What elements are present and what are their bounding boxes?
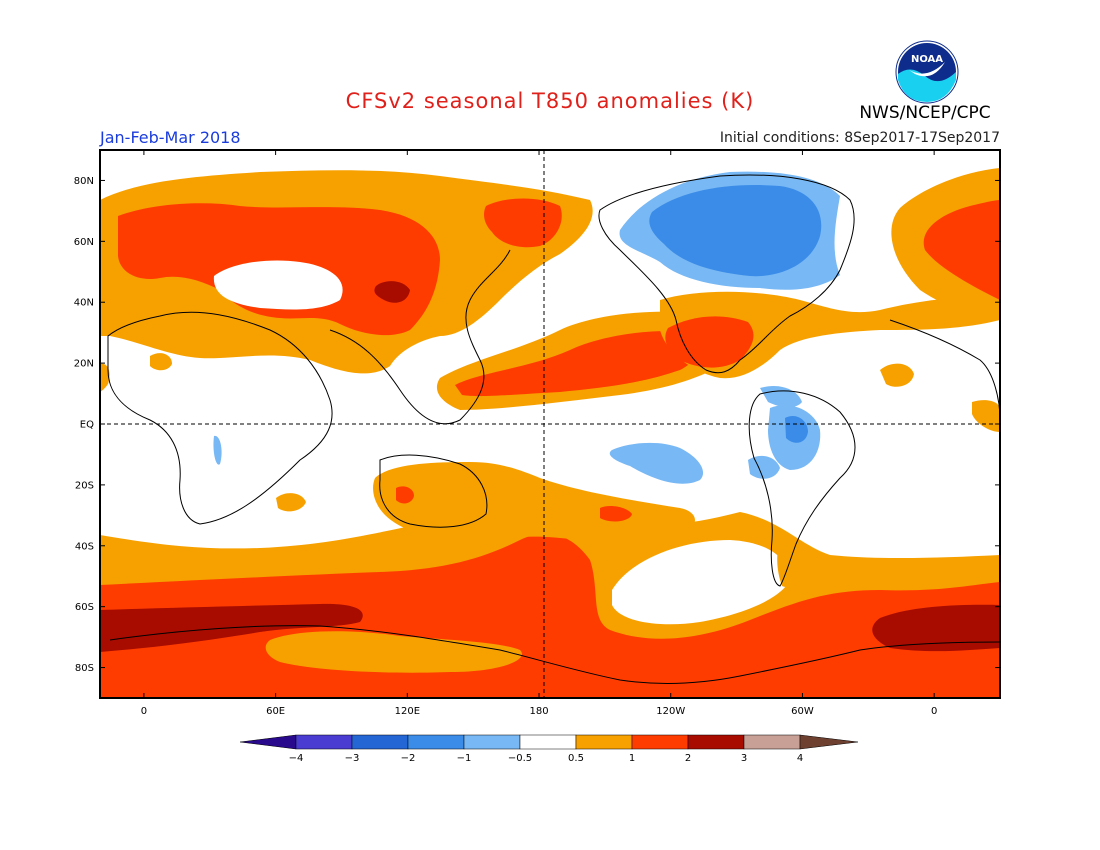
anomaly-region-europe-neutral <box>213 260 343 310</box>
latitude-axis: 80N 60N 40N 20N EQ 20S 40S 60S 80S <box>74 176 1000 674</box>
lon-label: 120E <box>395 706 420 717</box>
anomaly-region-west-africa-orange <box>100 363 110 392</box>
anomaly-region-antarctic-orange <box>265 631 522 673</box>
colorbar-tick-label: 2 <box>685 753 691 764</box>
lon-label: 0 <box>931 706 937 717</box>
colorbar-bin--2_-1 <box>407 734 465 750</box>
anomaly-region-atlantic-red <box>909 200 1000 302</box>
lat-label: 80N <box>74 176 94 187</box>
anomaly-region-north-pacific-red <box>455 330 701 397</box>
anomaly-region-south-pacific-red <box>600 506 632 522</box>
map-title: CFSv2 seasonal T850 anomalies (K) <box>345 89 755 113</box>
colorbar-bin-neutral <box>519 734 577 750</box>
colorbar-bin--1_-0.5 <box>463 734 521 750</box>
anomaly-region-amazon-dark-blue <box>785 415 808 443</box>
colorbar-bin-2_3 <box>687 734 745 750</box>
lon-label: 0 <box>141 706 147 717</box>
anomaly-region-africa-orange <box>150 353 172 371</box>
lat-label: 20S <box>75 480 94 491</box>
lat-label: EQ <box>80 420 94 431</box>
coastlines <box>107 174 1000 684</box>
anomaly-region-siberia-dark-red <box>374 281 410 303</box>
anomaly-region-patagonia-orange <box>777 538 801 587</box>
longitude-axis: 0 60E 120E 180 120W 60W 0 <box>141 150 937 717</box>
noaa-logo-text: NOAA <box>911 54 943 65</box>
anomaly-region-east-africa-blue <box>213 435 222 465</box>
colorbar-bin--4_-3 <box>295 734 353 750</box>
colorbar-tick-label: 3 <box>741 753 747 764</box>
colorbar-tick-label: −0.5 <box>508 753 532 764</box>
lat-label: 60S <box>75 602 94 613</box>
anomaly-region-australia-red <box>396 486 414 504</box>
noaa-logo: NOAA <box>895 40 959 104</box>
lat-label: 20N <box>74 359 94 370</box>
anomaly-region-north-atlantic-orange <box>891 168 1000 318</box>
colorbar-bin-1_2 <box>631 734 689 750</box>
lat-label: 80S <box>75 663 94 674</box>
agency-label: NWS/NCEP/CPC <box>859 103 991 123</box>
colorbar-tick-label: −2 <box>401 753 416 764</box>
lon-label: 60E <box>266 706 285 717</box>
colorbar-high-arrow <box>799 734 859 750</box>
colorbar: −4 −3 −2 −1 −0.5 0.5 1 2 3 4 <box>239 734 859 764</box>
lon-label: 120W <box>656 706 685 717</box>
colorbar-tick-label: −1 <box>457 753 472 764</box>
initial-conditions: Initial conditions: 8Sep2017-17Sep2017 <box>719 130 1000 146</box>
colorbar-tick-label: 4 <box>797 753 803 764</box>
anomaly-region-arctic-red <box>484 198 562 248</box>
anomaly-region-canada-blue <box>649 185 822 277</box>
anomaly-region-equatorial-pacific-blue <box>609 442 704 484</box>
colorbar-tick-label: −4 <box>289 753 304 764</box>
lat-label: 40N <box>74 298 94 309</box>
colorbar-tick-label: 0.5 <box>568 753 584 764</box>
colorbar-bin-0.5_1 <box>575 734 633 750</box>
colorbar-bin--3_-2 <box>351 734 409 750</box>
anomaly-region-atlantic-tropical-orange <box>880 363 914 387</box>
anomaly-region-indian-ocean-orange <box>276 493 306 512</box>
colorbar-tick-label: 1 <box>629 753 635 764</box>
forecast-period: Jan-Feb-Mar 2018 <box>100 128 241 147</box>
anomaly-region-south-pacific-neutral <box>612 540 790 625</box>
colorbar-low-arrow <box>239 734 297 750</box>
lon-label: 180 <box>529 706 548 717</box>
anomaly-region-antarctic-dark-right <box>872 604 1000 652</box>
anomaly-region-mexico-red <box>665 316 754 368</box>
lat-label: 40S <box>75 541 94 552</box>
colorbar-tick-label: −3 <box>345 753 360 764</box>
lat-label: 60N <box>74 237 94 248</box>
lon-label: 60W <box>791 706 814 717</box>
colorbar-bin-3_4 <box>743 734 801 750</box>
